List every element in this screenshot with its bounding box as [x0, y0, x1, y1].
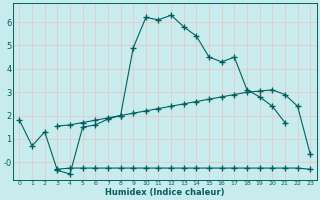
- X-axis label: Humidex (Indice chaleur): Humidex (Indice chaleur): [105, 188, 225, 197]
